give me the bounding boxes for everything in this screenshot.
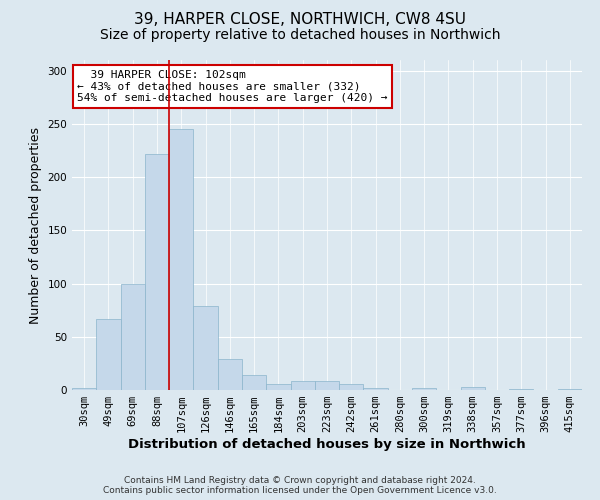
Bar — [242, 375, 266, 390]
Y-axis label: Number of detached properties: Number of detached properties — [29, 126, 42, 324]
Bar — [218, 359, 242, 390]
Bar — [461, 387, 485, 390]
Text: 39 HARPER CLOSE: 102sqm
← 43% of detached houses are smaller (332)
54% of semi-d: 39 HARPER CLOSE: 102sqm ← 43% of detache… — [77, 70, 388, 103]
Bar — [96, 318, 121, 390]
Bar — [72, 388, 96, 390]
Bar — [145, 154, 169, 390]
Bar — [558, 389, 582, 390]
Bar — [290, 382, 315, 390]
Bar — [364, 388, 388, 390]
Bar — [339, 384, 364, 390]
Bar — [266, 384, 290, 390]
Bar — [315, 382, 339, 390]
X-axis label: Distribution of detached houses by size in Northwich: Distribution of detached houses by size … — [128, 438, 526, 451]
Bar — [193, 306, 218, 390]
Text: 39, HARPER CLOSE, NORTHWICH, CW8 4SU: 39, HARPER CLOSE, NORTHWICH, CW8 4SU — [134, 12, 466, 28]
Bar — [509, 389, 533, 390]
Bar — [121, 284, 145, 390]
Text: Size of property relative to detached houses in Northwich: Size of property relative to detached ho… — [100, 28, 500, 42]
Bar — [412, 388, 436, 390]
Bar — [169, 129, 193, 390]
Text: Contains HM Land Registry data © Crown copyright and database right 2024.
Contai: Contains HM Land Registry data © Crown c… — [103, 476, 497, 495]
